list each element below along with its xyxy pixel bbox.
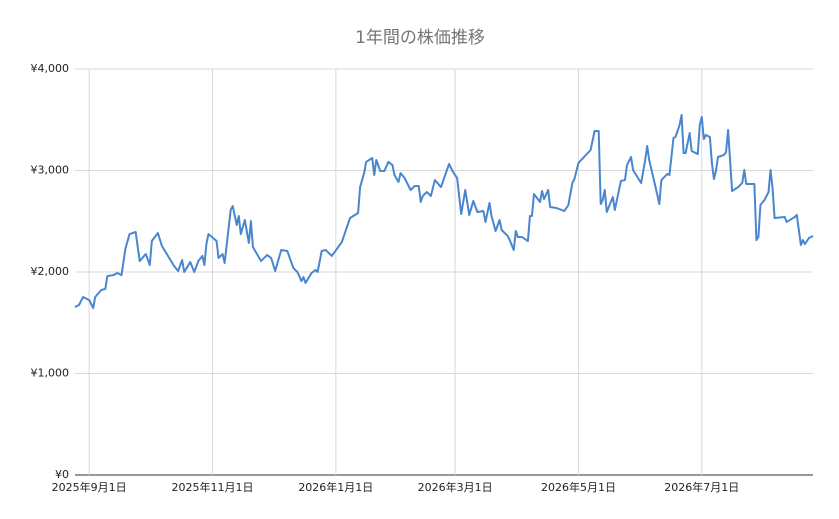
x-tick-label: 2026年1月1日 xyxy=(298,480,373,494)
y-tick-label: ¥4,000 xyxy=(31,62,70,75)
y-tick-label: ¥0 xyxy=(55,468,69,481)
x-tick-label: 2025年11月1日 xyxy=(171,480,253,494)
chart-title: 1年間の株価推移 xyxy=(355,28,485,48)
price-line xyxy=(74,113,814,310)
y-tick-label: ¥2,000 xyxy=(31,265,70,278)
x-tick-label: 2026年5月1日 xyxy=(541,480,616,494)
x-tick-label: 2026年7月1日 xyxy=(664,480,739,494)
x-tick-label: 2026年3月1日 xyxy=(418,480,493,494)
y-tick-label: ¥3,000 xyxy=(31,164,70,177)
x-tick-label: 2025年9月1日 xyxy=(52,480,127,494)
y-tick-label: ¥1,000 xyxy=(31,367,70,380)
